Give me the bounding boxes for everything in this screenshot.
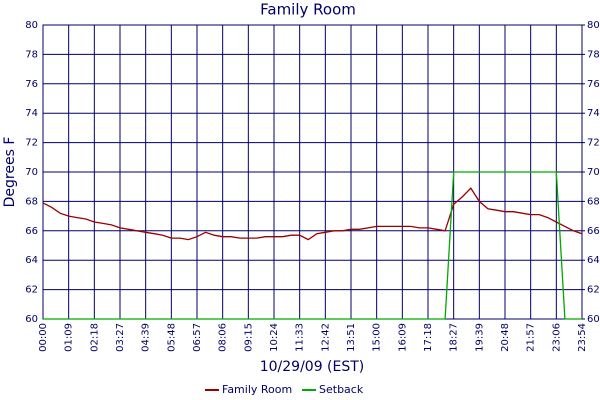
y2-tick-label: 78 (587, 49, 600, 60)
x-tick-label: 01:09 (64, 323, 75, 352)
x-tick-label: 20:48 (500, 323, 511, 352)
x-tick-label: 13:51 (346, 323, 357, 352)
y2-tick-label: 68 (587, 196, 600, 207)
y-tick-label: 66 (25, 226, 38, 237)
x-tick-label: 16:09 (397, 323, 408, 352)
x-tick-label: 04:39 (141, 323, 152, 352)
chart-title: Family Room (260, 1, 356, 19)
x-tick-label: 05:48 (166, 323, 177, 352)
x-tick-label: 23:06 (551, 323, 562, 352)
y2-tick-label: 74 (587, 108, 600, 119)
x-axis-label: 10/29/09 (EST) (260, 359, 365, 375)
y2-tick-label: 80 (587, 20, 600, 31)
y-tick-label: 76 (25, 79, 38, 90)
x-tick-label: 18:27 (449, 323, 460, 352)
x-tick-label: 17:18 (423, 323, 434, 352)
y-tick-label: 72 (25, 138, 38, 149)
x-tick-label: 06:57 (192, 323, 203, 352)
x-tick-label: 15:00 (372, 323, 383, 352)
series-line (43, 171, 582, 320)
y-tick-label: 80 (25, 20, 38, 31)
x-tick-label: 11:33 (295, 323, 306, 352)
y2-tick-label: 76 (587, 79, 600, 90)
series-line (42, 187, 583, 241)
legend-label: Setback (319, 383, 364, 396)
y2-tick-label: 72 (587, 138, 600, 149)
y-tick-label: 74 (25, 108, 38, 119)
x-tick-label: 19:39 (474, 323, 485, 352)
x-tick-label: 21:57 (526, 323, 537, 352)
y2-tick-label: 60 (587, 314, 600, 325)
y2-tick-label: 62 (587, 285, 600, 296)
y-tick-label: 78 (25, 49, 38, 60)
x-tick-label: 23:54 (577, 323, 588, 352)
y2-tick-label: 70 (587, 167, 600, 178)
x-tick-label: 08:06 (218, 323, 229, 352)
x-tick-label: 02:18 (89, 323, 100, 352)
y-axis-label: Degrees F (2, 137, 18, 208)
y-tick-label: 68 (25, 196, 38, 207)
legend-label: Family Room (222, 383, 292, 396)
x-tick-label: 10:24 (269, 323, 280, 352)
y-tick-label: 64 (25, 255, 38, 266)
y-tick-label: 60 (25, 314, 38, 325)
x-tick-label: 09:15 (243, 323, 254, 352)
y-tick-label: 70 (25, 167, 38, 178)
x-tick-label: 12:42 (320, 323, 331, 352)
x-tick-label: 03:27 (115, 323, 126, 352)
y2-tick-label: 64 (587, 255, 600, 266)
x-tick-label: 00:00 (38, 323, 49, 352)
y-tick-label: 62 (25, 285, 38, 296)
y2-tick-label: 66 (587, 226, 600, 237)
